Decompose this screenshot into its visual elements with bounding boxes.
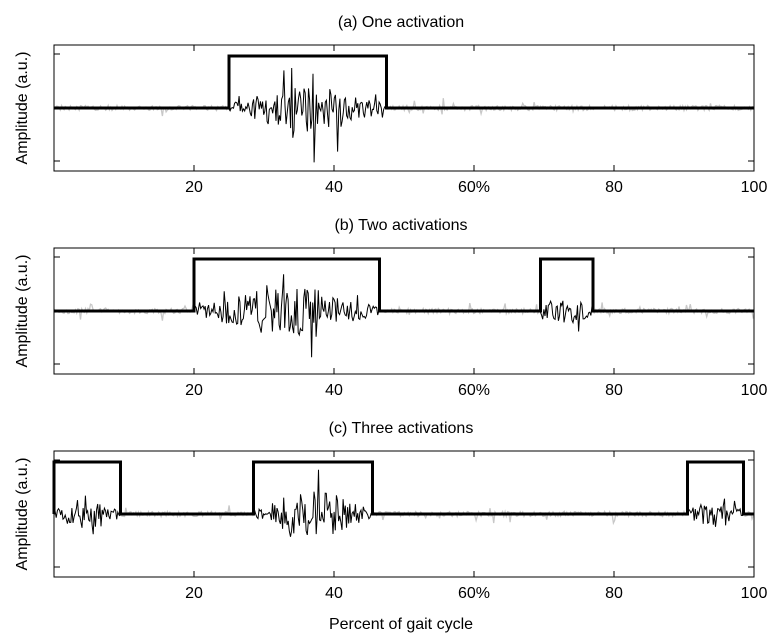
x-tick-label: 100 — [741, 382, 768, 399]
baseline-noise-trace — [386, 98, 754, 117]
y-axis-label: Amplitude (a.u.) — [14, 52, 31, 165]
panel-title: (b) Two activations — [334, 217, 467, 234]
panel-title: (c) Three activations — [329, 420, 474, 437]
panel-title: (a) One activation — [338, 14, 464, 31]
x-tick-label: 20 — [185, 179, 203, 196]
x-tick-label: 80 — [605, 585, 623, 602]
emg-burst-trace — [540, 299, 593, 332]
emg-burst-trace — [228, 67, 386, 163]
panel-2: (b) Two activations Amplitude (a.u.) 20 40 6… — [14, 217, 767, 399]
x-axis-label: Percent of gait cycle — [329, 616, 473, 633]
x-tick-label: 20 — [185, 382, 203, 399]
x-tick-label: 20 — [185, 585, 203, 602]
emg-burst-trace — [687, 498, 744, 527]
x-tick-label: 100 — [741, 179, 768, 196]
y-axis-label: Amplitude (a.u.) — [14, 255, 31, 368]
x-tick-label: 40 — [325, 585, 343, 602]
x-tick-label: 60% — [458, 179, 490, 196]
x-tick-label: 100 — [741, 585, 768, 602]
x-tick-label: 80 — [605, 382, 623, 399]
panel-1: (a) One activation Amplitude (a.u.) 20 40 60… — [14, 14, 767, 196]
y-axis-label: Amplitude (a.u.) — [14, 458, 31, 571]
emg-burst-trace — [253, 469, 373, 537]
plot-frame — [53, 450, 755, 578]
emg-burst-trace — [193, 274, 380, 358]
baseline-noise-trace — [372, 508, 687, 526]
x-tick-label: 60% — [458, 382, 490, 399]
baseline-noise-trace — [120, 505, 254, 520]
x-tick-label: 40 — [325, 382, 343, 399]
activation-on-off-line — [54, 257, 754, 313]
baseline-noise-trace — [744, 510, 754, 522]
emg-burst-trace — [53, 495, 121, 535]
activation-on-off-line — [54, 54, 754, 110]
x-tick-label: 60% — [458, 585, 490, 602]
x-tick-label: 40 — [325, 179, 343, 196]
activation-on-off-line — [52, 460, 754, 516]
panel-3: (c) Three activations Amplitude (a.u.) 20 4… — [14, 420, 767, 602]
x-tick-label: 80 — [605, 179, 623, 196]
plot-frame — [53, 44, 755, 172]
panels: (a) One activation Amplitude (a.u.) 20 40 60… — [14, 14, 767, 602]
plot-frame — [53, 247, 755, 375]
baseline-noise-trace — [379, 302, 541, 317]
